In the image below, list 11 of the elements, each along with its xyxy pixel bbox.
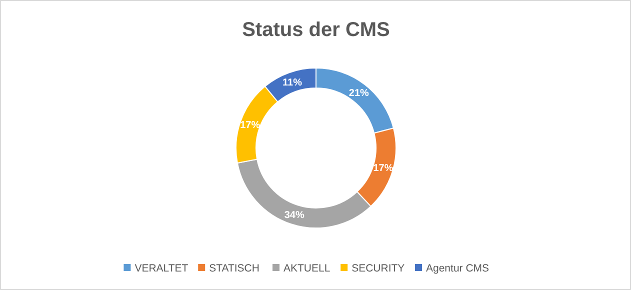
- data-label: 17%: [240, 120, 260, 131]
- legend-label: AKTUELL: [284, 262, 330, 275]
- legend-label: SECURITY: [352, 262, 405, 275]
- legend-label: STATISCH: [209, 262, 260, 275]
- legend-label: VERALTET: [134, 262, 189, 275]
- chart-title: Status der CMS: [242, 19, 390, 41]
- legend-label: Agentur CMS: [426, 262, 490, 275]
- data-label: 21%: [348, 88, 370, 100]
- data-label: 17%: [373, 163, 394, 174]
- data-label: 11%: [282, 78, 302, 89]
- data-label: 34%: [284, 210, 304, 222]
